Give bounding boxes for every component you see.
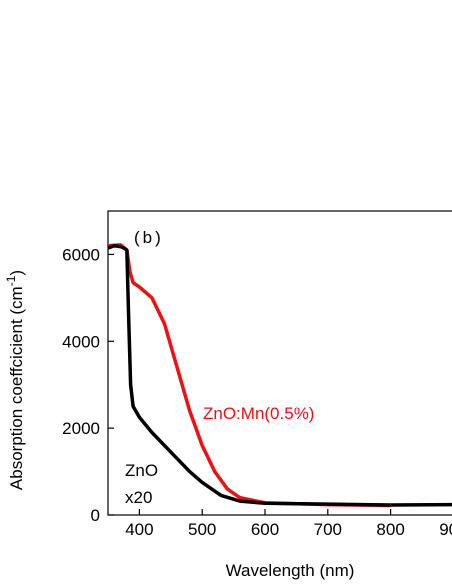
x-tick-label: 900 xyxy=(439,520,452,539)
y-tick-label: 4000 xyxy=(62,332,100,351)
y-tick-label: 2000 xyxy=(62,419,100,438)
y-tick-label: 0 xyxy=(91,506,100,525)
x-tick-label: 600 xyxy=(251,520,279,539)
x-tick-label: 400 xyxy=(125,520,153,539)
series-annotation: ZnO:Mn(0.5%) xyxy=(203,404,314,423)
series-annotation: ZnO xyxy=(125,461,158,480)
x-tick-label: 500 xyxy=(188,520,216,539)
y-axis-label-main: Absorption coeffcicient (cm xyxy=(7,286,26,490)
y-axis-label: Absorption coeffcicient (cm-1) xyxy=(4,270,26,490)
x-tick-label: 800 xyxy=(376,520,404,539)
x-tick-label: 700 xyxy=(314,520,342,539)
x-axis-label: Wavelength (nm) xyxy=(226,561,355,580)
panel-label: (b) xyxy=(134,228,164,247)
series-line xyxy=(107,243,452,507)
y-axis-label-sup: -1 xyxy=(4,275,18,286)
y-tick-label: 6000 xyxy=(62,245,100,264)
plot-frame xyxy=(107,210,452,516)
y-axis-label-end: ) xyxy=(7,270,26,276)
series-annotation: x20 xyxy=(125,488,152,507)
